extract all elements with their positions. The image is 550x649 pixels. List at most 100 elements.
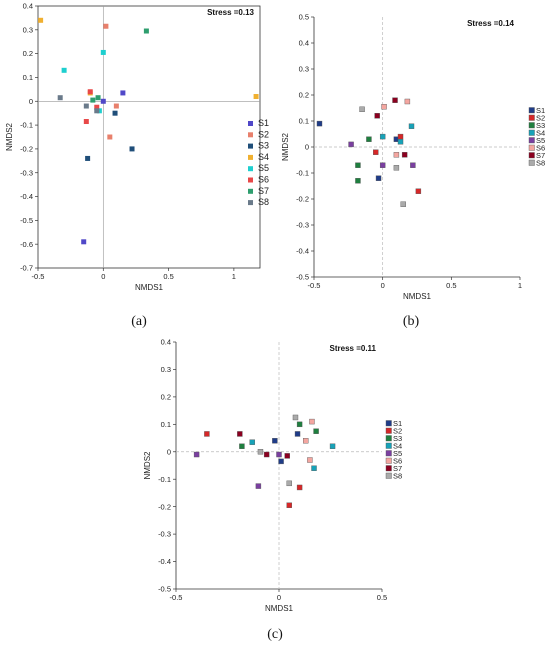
y-tick-label: -0.3 <box>158 530 171 539</box>
legend-label-s4: S4 <box>258 152 269 162</box>
y-tick-label: -0.5 <box>158 585 171 594</box>
y-tick-label: 0.2 <box>161 392 171 401</box>
y-tick-label: -0.4 <box>296 247 309 256</box>
legend-swatch-s4 <box>248 154 253 160</box>
legend-label-s8: S8 <box>536 159 545 168</box>
y-tick-label: -0.3 <box>296 221 309 230</box>
data-point-s5 <box>410 162 416 168</box>
legend-label-s4: S4 <box>393 442 402 451</box>
data-point-s1 <box>294 431 301 437</box>
data-point-s2 <box>286 502 292 508</box>
legend-label-s1: S1 <box>536 106 545 115</box>
data-point-s1 <box>278 458 284 465</box>
data-point-s7 <box>95 95 101 101</box>
data-point-s7 <box>90 97 96 103</box>
y-tick-label: 0.4 <box>161 338 171 347</box>
y-tick-label: -0.5 <box>296 273 309 282</box>
y-tick-label: -0.2 <box>158 502 171 511</box>
data-point-s7 <box>374 113 380 119</box>
data-point-s7 <box>143 28 149 34</box>
stress-annotation: Stress =0.11 <box>330 344 377 353</box>
chart-panel-3: -0.5 0 0.5 0.4 0.3 0.2 0.1 0 -0.1 -0.2 -0.3 -0.4 -0.… <box>143 338 402 642</box>
legend-label-s7: S7 <box>536 151 545 160</box>
legend-label-s3: S3 <box>393 434 402 443</box>
x-axis-label: NMDS1 <box>135 283 164 292</box>
data-point-s1 <box>120 90 126 96</box>
data-point-s4 <box>408 123 415 129</box>
data-point-s7 <box>401 152 408 158</box>
legend-swatch-s5 <box>385 450 392 457</box>
x-tick-label: -0.5 <box>32 272 45 281</box>
data-point-s5 <box>348 141 354 148</box>
legend-swatch-s3 <box>248 143 253 149</box>
data-point-s2 <box>296 484 303 491</box>
legend-swatch-s1 <box>385 420 392 427</box>
x-tick-label: 0 <box>277 593 281 602</box>
data-point-s3 <box>313 428 319 434</box>
legend-label-s3: S3 <box>258 141 269 151</box>
stress-annotation: Stress =0.13 <box>207 8 254 17</box>
data-point-s2 <box>397 133 404 140</box>
legend-swatch-s7 <box>385 465 392 472</box>
y-tick-label: 0.3 <box>23 25 33 34</box>
data-point-s1 <box>81 239 87 245</box>
x-tick-label: -0.5 <box>308 281 321 290</box>
data-point-s6 <box>307 457 313 463</box>
legend-label-s6: S6 <box>536 144 545 153</box>
y-tick-label: -0.1 <box>20 121 33 130</box>
y-tick-label: -0.4 <box>158 557 171 566</box>
legend-swatch-s5 <box>528 137 535 144</box>
y-tick-label: 0.4 <box>23 2 33 11</box>
legend-swatch-s8 <box>248 200 253 206</box>
y-tick-label: 0.2 <box>299 91 309 100</box>
legend-swatch-s3 <box>385 435 392 442</box>
data-point-s7 <box>237 431 243 437</box>
data-point-s5 <box>96 108 102 114</box>
data-point-s8 <box>94 108 100 114</box>
data-point-s8 <box>286 480 292 487</box>
y-tick-label: -0.2 <box>20 145 33 154</box>
y-tick-label: -0.6 <box>20 240 33 249</box>
legend-swatch-s4 <box>528 129 535 136</box>
y-tick-label: -0.5 <box>20 216 33 225</box>
legend-swatch-s2 <box>528 114 535 121</box>
data-point-s4 <box>397 139 404 145</box>
data-point-s6 <box>303 438 309 444</box>
data-point-s6 <box>393 152 400 158</box>
data-point-s3 <box>355 162 361 168</box>
data-point-s8 <box>292 414 299 421</box>
legend-swatch-s6 <box>528 144 535 151</box>
data-point-s5 <box>100 49 106 55</box>
y-tick-label: 0.1 <box>161 420 171 429</box>
data-point-s8 <box>359 106 365 113</box>
data-point-s4 <box>38 17 44 23</box>
legend-swatch-s6 <box>385 457 392 464</box>
panel-label: (b) <box>403 314 420 329</box>
legend-label-s3: S3 <box>536 121 545 130</box>
legend-label-s1: S1 <box>393 419 402 428</box>
x-tick-label: 0 <box>101 272 105 281</box>
data-point-s3 <box>355 178 361 184</box>
legend-label-s8: S8 <box>258 197 269 207</box>
data-point-s6 <box>404 98 411 105</box>
legend-swatch-s1 <box>528 107 535 114</box>
y-tick-label: -0.7 <box>20 264 33 273</box>
stress-annotation: Stress =0.14 <box>467 19 514 28</box>
y-axis-label: NMDS2 <box>143 451 152 480</box>
chart-panel-1: -0.5 0 0.5 1 0.4 0.3 0.2 0.1 0 -0.1 -0.2 -0.3 -0.4 -0… <box>5 2 269 329</box>
y-tick-label: 0 <box>167 447 171 456</box>
legend-swatch-s8 <box>528 159 535 166</box>
y-tick-label: -0.1 <box>296 169 309 178</box>
data-point-s7 <box>263 451 270 458</box>
data-point-s7 <box>392 97 398 103</box>
y-tick-label: 0.1 <box>299 117 309 126</box>
legend-swatch-s6 <box>248 177 253 183</box>
x-tick-label: 1 <box>518 281 522 290</box>
legend-swatch-s3 <box>528 122 535 129</box>
data-point-s1 <box>272 438 278 444</box>
data-point-s4 <box>329 443 336 449</box>
legend-swatch-s2 <box>248 132 253 138</box>
y-tick-label: 0.2 <box>23 49 33 58</box>
y-tick-label: -0.2 <box>296 195 309 204</box>
